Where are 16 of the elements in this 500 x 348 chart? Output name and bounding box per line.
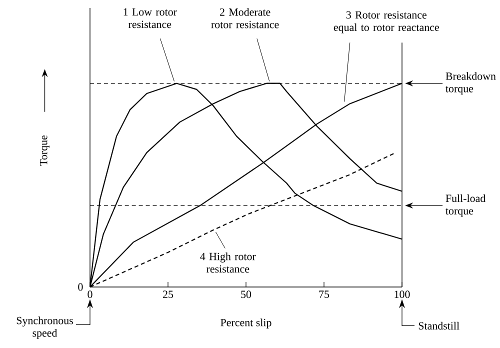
text: 2 Moderate rotor resistance <box>211 8 279 28</box>
x-axis-title: Percent slip <box>220 318 272 329</box>
x-tick-label: 100 <box>394 290 410 298</box>
text: 1 Low rotor resistance <box>124 8 177 28</box>
x-tick-label: 0 <box>88 290 92 298</box>
text: 3 Rotor resistance equal to rotor reactance <box>334 11 439 34</box>
ref-line-label: Full-load torque <box>446 194 486 217</box>
x-tick-label: 75 <box>319 290 330 298</box>
text: Synchronous speed <box>16 316 73 339</box>
text: 0 <box>78 283 83 291</box>
x-tick-label: 50 <box>241 290 252 298</box>
x-tick-label: 25 <box>163 290 174 298</box>
series-label: 4 High rotor resistance <box>200 252 256 273</box>
y-axis-title: Torque <box>40 135 50 166</box>
text: Standstill <box>418 322 460 330</box>
ref-line-label: Breakdown torque <box>446 72 496 95</box>
